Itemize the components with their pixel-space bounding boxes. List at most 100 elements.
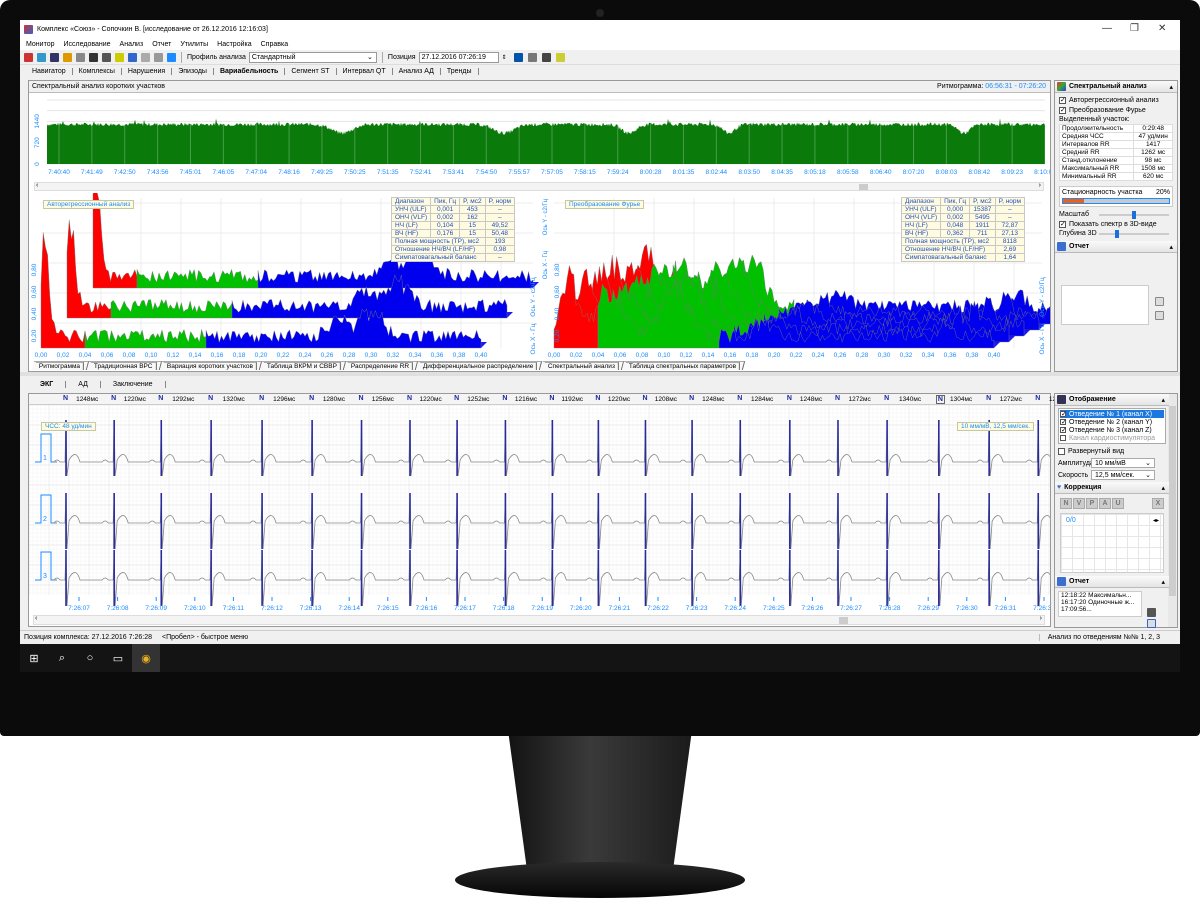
report-list[interactable] xyxy=(1061,285,1149,325)
scroll-left-icon[interactable]: ‹ xyxy=(35,615,38,622)
print-icon[interactable] xyxy=(541,52,551,62)
scroll-thumb[interactable] xyxy=(1169,406,1176,596)
add-report-icon[interactable] xyxy=(1155,297,1164,306)
channel-item[interactable]: ✓ Отведение № 3 (канал Z) xyxy=(1060,426,1164,434)
collapse-icon[interactable]: ▴ xyxy=(1169,83,1173,91)
print-icon[interactable] xyxy=(1147,608,1156,617)
beat-label[interactable]: N xyxy=(454,395,460,402)
ecg-tab[interactable]: ЭКГ xyxy=(28,380,67,388)
correction-button-P[interactable]: P xyxy=(1086,498,1098,509)
report-item[interactable]: 17:09:56... xyxy=(1061,606,1092,613)
collapse-icon[interactable]: ▴ xyxy=(1161,396,1165,404)
task-view-icon[interactable]: ▭ xyxy=(112,652,124,665)
beat-label[interactable]: N xyxy=(642,395,648,402)
beat-label[interactable]: N xyxy=(786,395,792,402)
slider-thumb[interactable] xyxy=(1114,229,1119,238)
analysis-tab[interactable]: Таблица спектральных параметров xyxy=(621,360,746,370)
play-icon[interactable] xyxy=(513,52,523,62)
report-item[interactable]: 16:17:20 Одиночные ж... xyxy=(1061,599,1135,606)
tab-4[interactable]: Вариабельность xyxy=(214,68,286,75)
beat-label[interactable]: N xyxy=(884,395,890,402)
beat-label[interactable]: N xyxy=(407,395,413,402)
rhythmogram-chart[interactable]: 0 720 1440 7:40:40 7:41:49 7:42:50 7:43:56 7:45… xyxy=(29,94,1050,182)
menu-item[interactable]: Анализ xyxy=(119,40,144,48)
beat-label[interactable]: N xyxy=(208,395,214,402)
tab-0[interactable]: Навигатор xyxy=(26,68,73,75)
tab-2[interactable]: Нарушения xyxy=(122,68,173,75)
windows-start-icon[interactable]: ⊞ xyxy=(29,652,39,665)
tab-8[interactable]: Тренды xyxy=(441,68,479,75)
scroll-thumb[interactable] xyxy=(859,184,868,190)
splitter[interactable] xyxy=(20,372,1180,376)
beat-label[interactable]: N xyxy=(1035,395,1041,402)
analysis-tab[interactable]: Ритмограмма xyxy=(31,360,90,370)
spinner-icon[interactable]: ⇕ xyxy=(501,54,507,61)
menu-item[interactable]: Настройка xyxy=(217,40,252,48)
info-icon[interactable] xyxy=(128,52,137,62)
correction-button-U[interactable]: U xyxy=(1112,498,1124,509)
search-icon[interactable]: ⌕ xyxy=(58,651,66,664)
display-section-header[interactable]: Отображение ▴ xyxy=(1055,394,1169,406)
position-input[interactable]: 27.12.2016 07:26:19 xyxy=(418,51,499,63)
profile-select[interactable]: Стандартный ⌄ xyxy=(248,51,377,63)
fft-checkbox[interactable]: ✓ Преобразование Фурье xyxy=(1059,105,1173,115)
beat-label[interactable]: N xyxy=(595,395,601,402)
maximize-button[interactable]: ❐ xyxy=(1130,23,1139,34)
monitor-icon[interactable] xyxy=(24,52,33,62)
analysis-tab[interactable]: Традиционная ВРС xyxy=(86,360,163,370)
collapse-icon[interactable]: ▴ xyxy=(1161,484,1165,492)
undo-icon[interactable] xyxy=(141,52,150,62)
add-report-icon[interactable] xyxy=(1147,619,1156,628)
beat-label[interactable]: N xyxy=(63,395,69,402)
menu-item[interactable]: Утилиты xyxy=(180,40,209,48)
preview-icon[interactable] xyxy=(527,52,537,62)
beat-label[interactable]: N xyxy=(259,395,265,402)
rhythm-scrollbar[interactable]: ‹ › xyxy=(34,182,1044,191)
chrome-icon[interactable]: ◉ xyxy=(132,644,160,672)
tab-1[interactable]: Комплексы xyxy=(73,68,122,75)
upload-icon[interactable] xyxy=(89,52,98,62)
beat-label[interactable]: N xyxy=(502,395,508,402)
menu-item[interactable]: Отчет xyxy=(152,40,172,48)
beat-label[interactable]: N xyxy=(549,395,555,402)
depth-slider[interactable]: Глубина 3D xyxy=(1059,229,1173,238)
scale-slider[interactable]: Масштаб xyxy=(1059,210,1173,219)
tab-7[interactable]: Анализ АД xyxy=(393,68,441,75)
beat-label[interactable]: N xyxy=(737,395,743,402)
scroll-left-icon[interactable]: ‹ xyxy=(36,182,39,189)
analysis-tab[interactable]: Дифференциальное распределение xyxy=(415,360,543,370)
ecg-chart[interactable]: 1 2 3 7:26:07 7:26:08 7:26:09 7:26:10 7:26:11 7:… xyxy=(29,405,1050,615)
ecg-scrollbar[interactable]: ‹ › xyxy=(33,615,1045,625)
save-icon[interactable] xyxy=(76,52,85,62)
correction-button-N[interactable]: N xyxy=(1060,498,1072,509)
spectral-section-header[interactable]: Спектральный анализ ▴ xyxy=(1055,81,1177,93)
beat-label[interactable]: N xyxy=(358,395,364,402)
slider-thumb[interactable] xyxy=(1132,210,1136,219)
analysis-tab[interactable]: Распределение RR xyxy=(343,360,419,370)
ecg-tab[interactable]: Заключение xyxy=(101,380,166,388)
panel-scrollbar[interactable] xyxy=(1168,394,1177,627)
analysis-tab[interactable]: Спектральный анализ xyxy=(540,360,624,370)
channel-item[interactable]: Канал кардиостимулятора xyxy=(1060,434,1164,442)
tab-5[interactable]: Сегмент ST xyxy=(285,68,337,75)
scroll-right-icon[interactable]: › xyxy=(1039,615,1042,622)
bulb-icon[interactable] xyxy=(115,52,124,62)
spectrum-icon[interactable] xyxy=(167,52,176,62)
channel-item[interactable]: ✓ Отведение № 1 (канал X) xyxy=(1060,410,1164,418)
ar-checkbox[interactable]: ✓ Авторегрессионный анализ xyxy=(1059,95,1173,105)
expanded-view-checkbox[interactable]: Развернутый вид xyxy=(1058,446,1169,456)
clear-button[interactable]: X xyxy=(1152,498,1164,509)
chart-icon[interactable] xyxy=(154,52,163,62)
report-section-header[interactable]: Отчет ▴ xyxy=(1055,576,1169,588)
cortana-icon[interactable]: ○ xyxy=(86,652,94,664)
scroll-thumb[interactable] xyxy=(839,617,848,624)
tab-3[interactable]: Эпизоды xyxy=(172,68,214,75)
beat-label[interactable]: N xyxy=(689,395,695,402)
close-button[interactable]: ✕ xyxy=(1158,23,1167,34)
cursor-icon[interactable] xyxy=(102,52,111,62)
network-icon[interactable] xyxy=(37,52,46,62)
open-folder-icon[interactable] xyxy=(63,52,72,62)
speed-select[interactable]: 12,5 мм/сек. ⌄ xyxy=(1091,470,1155,480)
menu-item[interactable]: Справка xyxy=(260,40,289,48)
channel-item[interactable]: ✓ Отведение № 2 (канал Y) xyxy=(1060,418,1164,426)
